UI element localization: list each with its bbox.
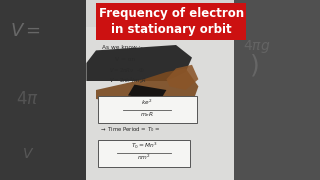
Bar bbox=[0, 0, 86, 180]
FancyBboxPatch shape bbox=[98, 96, 197, 123]
Text: $\rightarrow$ Time Period = $T_0$ =: $\rightarrow$ Time Period = $T_0$ = bbox=[99, 125, 161, 134]
Text: $4\pi g$: $4\pi g$ bbox=[243, 38, 271, 55]
Text: ): ) bbox=[250, 53, 259, 77]
FancyBboxPatch shape bbox=[98, 140, 190, 166]
Text: $V$: $V$ bbox=[22, 147, 35, 161]
Text: V = αn: V = αn bbox=[115, 57, 135, 62]
FancyBboxPatch shape bbox=[96, 3, 246, 40]
Bar bbox=[86, 0, 234, 27]
Text: $V = 2\pi k^2/m_e R$: $V = 2\pi k^2/m_e R$ bbox=[109, 76, 147, 86]
Text: $nm^2$: $nm^2$ bbox=[137, 152, 151, 161]
Text: $ke^2$: $ke^2$ bbox=[141, 98, 153, 107]
Text: $m_e R$: $m_e R$ bbox=[140, 110, 154, 119]
Bar bbox=[86, 0, 234, 180]
Polygon shape bbox=[166, 65, 198, 90]
Text: $T_0 = Mn^3$: $T_0 = Mn^3$ bbox=[131, 141, 157, 151]
Text: in stationary orbit: in stationary orbit bbox=[111, 23, 231, 36]
Text: Frequency of electron: Frequency of electron bbox=[99, 7, 244, 20]
Text: $V = 2\pi R\nu$  -①: $V = 2\pi R\nu$ -① bbox=[109, 66, 144, 74]
Text: $V =$: $V =$ bbox=[10, 22, 41, 40]
Text: As we know :-: As we know :- bbox=[102, 45, 143, 50]
Text: $4\pi$: $4\pi$ bbox=[16, 90, 39, 108]
Bar bbox=[234, 0, 320, 180]
Polygon shape bbox=[96, 68, 198, 108]
Polygon shape bbox=[128, 85, 166, 101]
Polygon shape bbox=[86, 45, 192, 81]
